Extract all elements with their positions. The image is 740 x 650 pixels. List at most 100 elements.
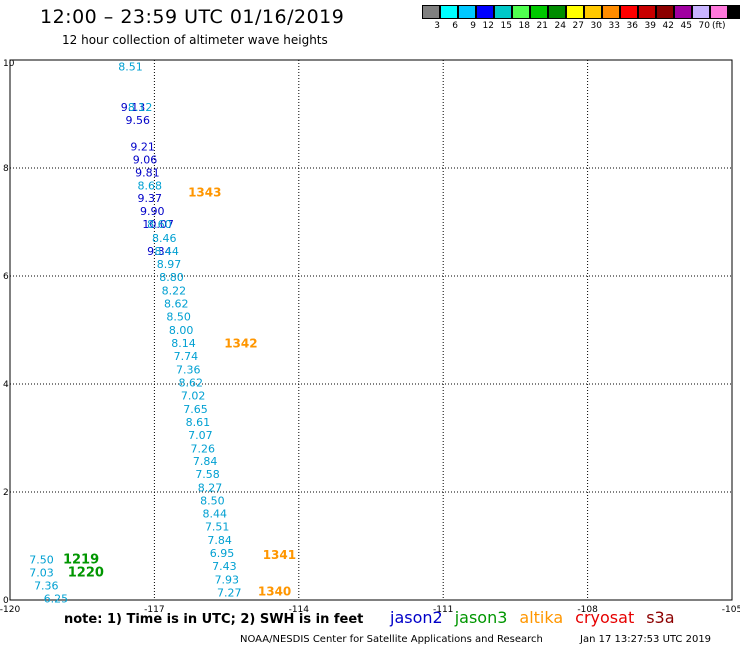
wave-height-label: 9.21 [130,140,155,153]
legend-label: 42 [662,21,674,31]
wave-height-label: 7.65 [183,403,208,416]
legend-swatch [476,5,494,19]
plot-frame [9,59,733,601]
wave-height-label: 7.26 [191,442,216,455]
wave-height-label: 7.36 [34,579,59,592]
wave-height-label: 8.50 [166,311,191,324]
wave-height-label: 8.44 [154,245,179,258]
legend-label: 24 [554,21,566,31]
y-tick-label: 2 [3,488,9,498]
legend-swatch [728,5,740,19]
wave-height-label: 8.80 [159,271,184,284]
wave-height-label: 7.07 [188,429,213,442]
wave-height-label: 1219 [63,553,99,568]
legend-swatch [566,5,584,19]
wave-height-label: 8.14 [171,337,196,350]
satellite-legend-item: altika [519,608,564,627]
legend-swatch [620,5,638,19]
wave-height-label: 7.84 [193,455,218,468]
units-note: note: 1) Time is in UTC; 2) SWH is in fe… [64,612,364,627]
satellite-legend-item: jason3 [454,608,508,627]
legend-label: 45 [680,21,692,31]
wave-height-label: 7.93 [215,573,240,586]
chart-subtitle: 12 hour collection of altimeter wave hei… [62,33,328,47]
legend-swatch [710,5,728,19]
satellite-legend-item: cryosat [575,608,635,627]
generation-timestamp: Jan 17 13:27:53 UTC 2019 [580,634,712,645]
wave-height-label: 8.51 [118,60,143,73]
wave-height-label: 8.27 [198,482,223,495]
legend-swatch [494,5,512,19]
legend-label: 6 [452,21,458,31]
wave-height-label: 7.02 [181,389,206,402]
y-tick-label: 6 [3,272,9,282]
legend-swatch [602,5,620,19]
wave-height-label: 1343 [188,185,221,199]
legend-swatch [422,5,440,19]
wave-height-label: 8.62 [178,376,203,389]
wave-height-label: 6.25 [44,592,68,605]
wave-height-label: 7.43 [212,560,237,573]
wave-height-label: 1340 [258,584,291,598]
legend-label: 12 [482,21,494,31]
satellite-legend-item: jason2 [390,608,443,627]
legend-swatch [638,5,656,19]
wave-height-label: 8.12 [128,101,153,114]
wave-height-label: 8.00 [169,324,194,337]
wave-height-label: 7.84 [207,534,232,547]
legend-label: 18 [518,21,530,31]
legend-swatch [530,5,548,19]
wave-height-label: 8.50 [200,495,225,508]
wave-height-label: 10.07 [142,218,174,231]
wave-height-label: 9.06 [133,153,158,166]
wave-height-label: 8.61 [186,416,211,429]
legend-label: 70 [698,21,710,31]
legend-label: 33 [608,21,620,31]
legend-label: 39 [644,21,656,31]
legend-swatch [512,5,530,19]
wave-height-label: 7.03 [29,566,54,579]
color-legend [422,5,740,19]
y-tick-label: 0 [3,596,9,606]
x-tick-label: -108 [577,605,598,615]
legend-swatch [548,5,566,19]
chart-title: 12:00 – 23:59 UTC 01/16/2019 [40,6,345,28]
y-tick-label: 10 [3,59,15,69]
wave-height-label: 9.81 [135,166,160,179]
wave-height-label: 7.58 [195,468,220,481]
wave-height-label: 9.37 [138,192,163,205]
wave-height-label: 8.22 [162,285,187,298]
wave-height-label: 9.90 [140,205,165,218]
wave-height-label: 1341 [263,548,296,562]
wave-height-label: 7.74 [174,350,199,363]
legend-swatch [458,5,476,19]
wave-height-label: 9.56 [126,114,150,127]
wave-height-label: 6.95 [210,547,235,560]
wave-height-label: 9.34 [147,245,172,258]
legend-label: (ft) [712,21,726,31]
wave-height-label: 7.51 [205,521,230,534]
wave-height-label: 8.60 [147,218,172,231]
wave-height-label: 8.44 [203,508,228,521]
legend-swatch [440,5,458,19]
x-tick-label: -120 [0,605,20,615]
wave-height-label: 8.46 [152,232,177,245]
legend-label: 36 [626,21,638,31]
x-tick-label: -114 [289,605,310,615]
wave-height-label: 7.36 [176,363,201,376]
color-legend-labels: 3 6 9 12 15 18 21 24 27 30 33 36 39 42 45 70 (ft) [422,21,734,31]
y-tick-label: 8 [3,164,9,174]
legend-label: 27 [572,21,584,31]
legend-label: 30 [590,21,602,31]
satellite-legend-item: s3a [646,608,675,627]
satellite-legend: jason2 jason3 altika cryosat s3a [390,608,687,627]
x-tick-label: -105 [722,605,740,615]
legend-label: 9 [470,21,476,31]
y-tick-label: 4 [3,380,9,390]
legend-label: 15 [500,21,512,31]
wave-height-label: 7.27 [217,586,242,599]
wave-height-label: 8.62 [164,298,189,311]
wave-height-label: 9.13 [121,101,146,114]
